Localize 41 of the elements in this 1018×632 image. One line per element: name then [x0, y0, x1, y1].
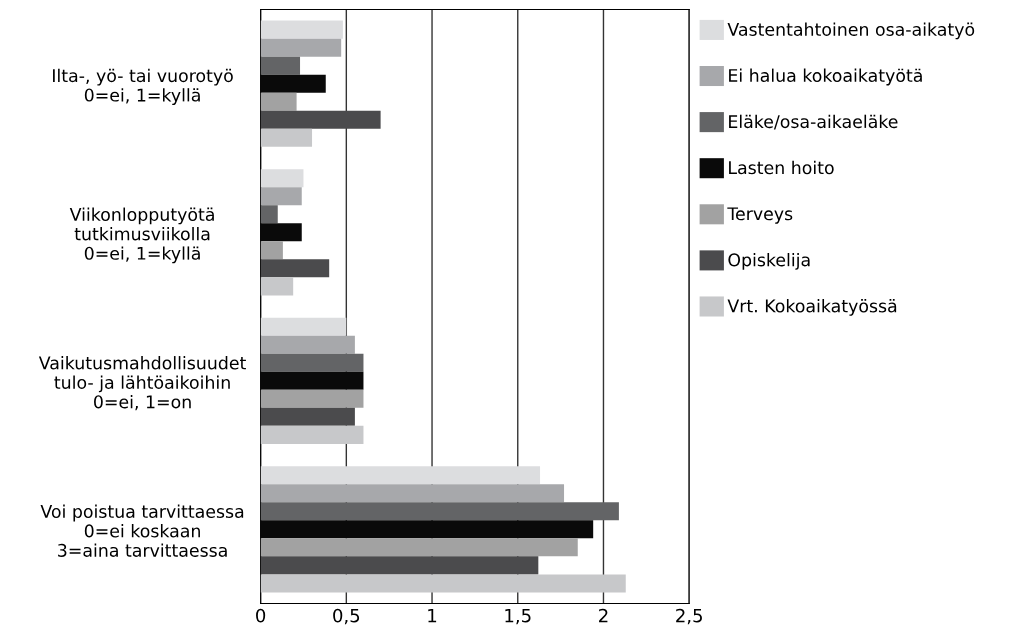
bar — [260, 502, 619, 521]
x-tick-label: 2 — [599, 608, 608, 623]
bar — [260, 20, 343, 39]
bar — [260, 241, 283, 260]
y-tick-label: Ilta-, yö- tai vuorotyö 0=ei, 1=kyllä — [53, 68, 233, 105]
x-tick-label: 1 — [428, 608, 437, 623]
bar — [260, 466, 541, 485]
x-tick-label: 0 — [256, 608, 266, 623]
y-tick-label: Voi poistua tarvittaessa 0=ei koskaan 3=aina tarvittaessa — [40, 504, 244, 557]
bar — [260, 205, 278, 224]
y-tick-label: Vaikutusmahdollisuudet tulo- ja lähtöaikoihin 0=ei, 1=on — [38, 356, 246, 411]
bar — [260, 317, 347, 336]
legend-label: Opiskelija — [728, 252, 810, 270]
bar — [260, 92, 297, 111]
x-tick-label: 1,5 — [505, 608, 531, 625]
bar — [260, 574, 626, 593]
legend-label: Vastentahtoinen osa-aikatyö — [727, 22, 975, 40]
bar — [260, 389, 364, 408]
bar — [260, 38, 342, 57]
legend-label: Vrt. Kokoaikatyössä — [727, 299, 897, 316]
bar — [260, 187, 302, 206]
bar — [260, 56, 301, 75]
bar — [260, 169, 304, 188]
legend-label: Lasten hoito — [729, 160, 834, 175]
legend-label: Terveys — [727, 207, 793, 224]
bar — [260, 407, 355, 426]
x-tick-label: 0,5 — [333, 608, 360, 625]
x-tick-label: 2,5 — [676, 608, 702, 625]
bar — [260, 128, 313, 147]
bar — [260, 335, 355, 354]
bar — [260, 259, 330, 278]
bar — [260, 538, 578, 557]
y-tick-label: Viikonlopputyötä tutkimusviikolla 0=ei, 1=kyllä — [69, 207, 214, 264]
legend-label: Ei halua kokoaikatyötä — [729, 68, 922, 86]
bar — [260, 353, 364, 372]
bar — [260, 484, 565, 503]
bar — [260, 110, 381, 129]
legend-label: Eläke/osa-aikaeläke — [729, 114, 898, 130]
bar — [260, 277, 294, 296]
bar — [260, 425, 364, 444]
bar — [260, 556, 539, 575]
